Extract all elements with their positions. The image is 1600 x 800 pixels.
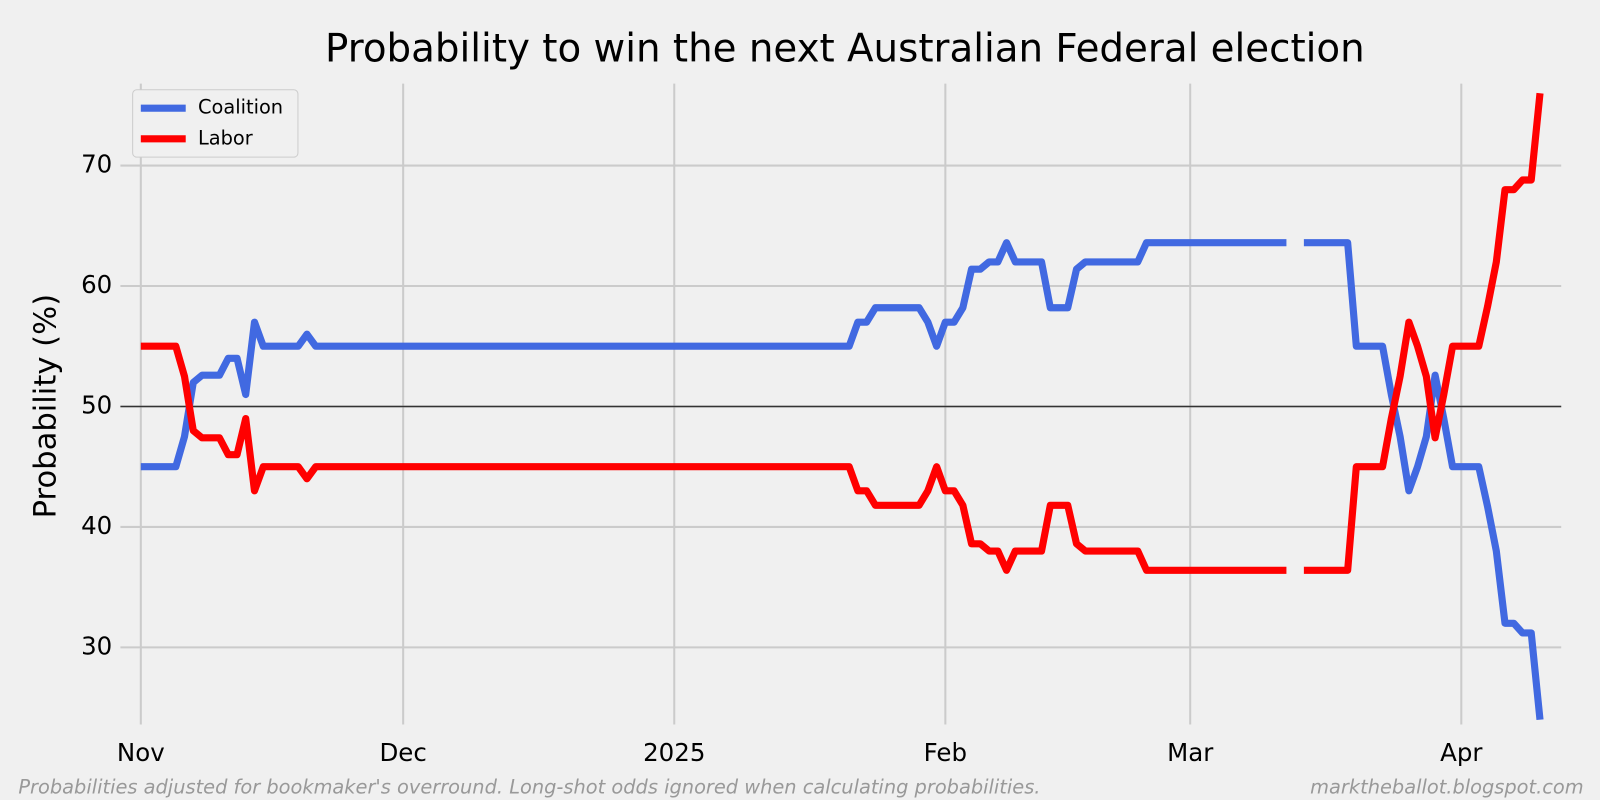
y-axis-label: Probability (%) [28, 294, 63, 519]
y-tick-label: 70 [81, 150, 112, 179]
x-tick-label: 2025 [643, 738, 705, 767]
source: marktheballot.blogspot.com [1310, 775, 1584, 798]
legend-label: Labor [198, 126, 253, 149]
y-tick-label: 60 [81, 270, 112, 299]
x-tick-label: Feb [924, 738, 967, 767]
x-tick-label: Apr [1440, 738, 1483, 767]
series-line [140, 92, 1544, 574]
y-tick-label: 50 [81, 390, 112, 419]
y-tick-label: 30 [81, 631, 112, 660]
legend-label: Coalition [198, 96, 283, 119]
footnote: Probabilities adjusted for bookmaker's o… [18, 775, 1040, 798]
x-tick-label: Dec [379, 738, 426, 767]
x-tick-label: Mar [1167, 738, 1214, 767]
series-line [140, 239, 1544, 721]
chart-title: Probability to win the next Australian F… [325, 27, 1365, 72]
x-tick-label: Nov [117, 738, 165, 767]
y-tick-label: 40 [81, 511, 112, 540]
